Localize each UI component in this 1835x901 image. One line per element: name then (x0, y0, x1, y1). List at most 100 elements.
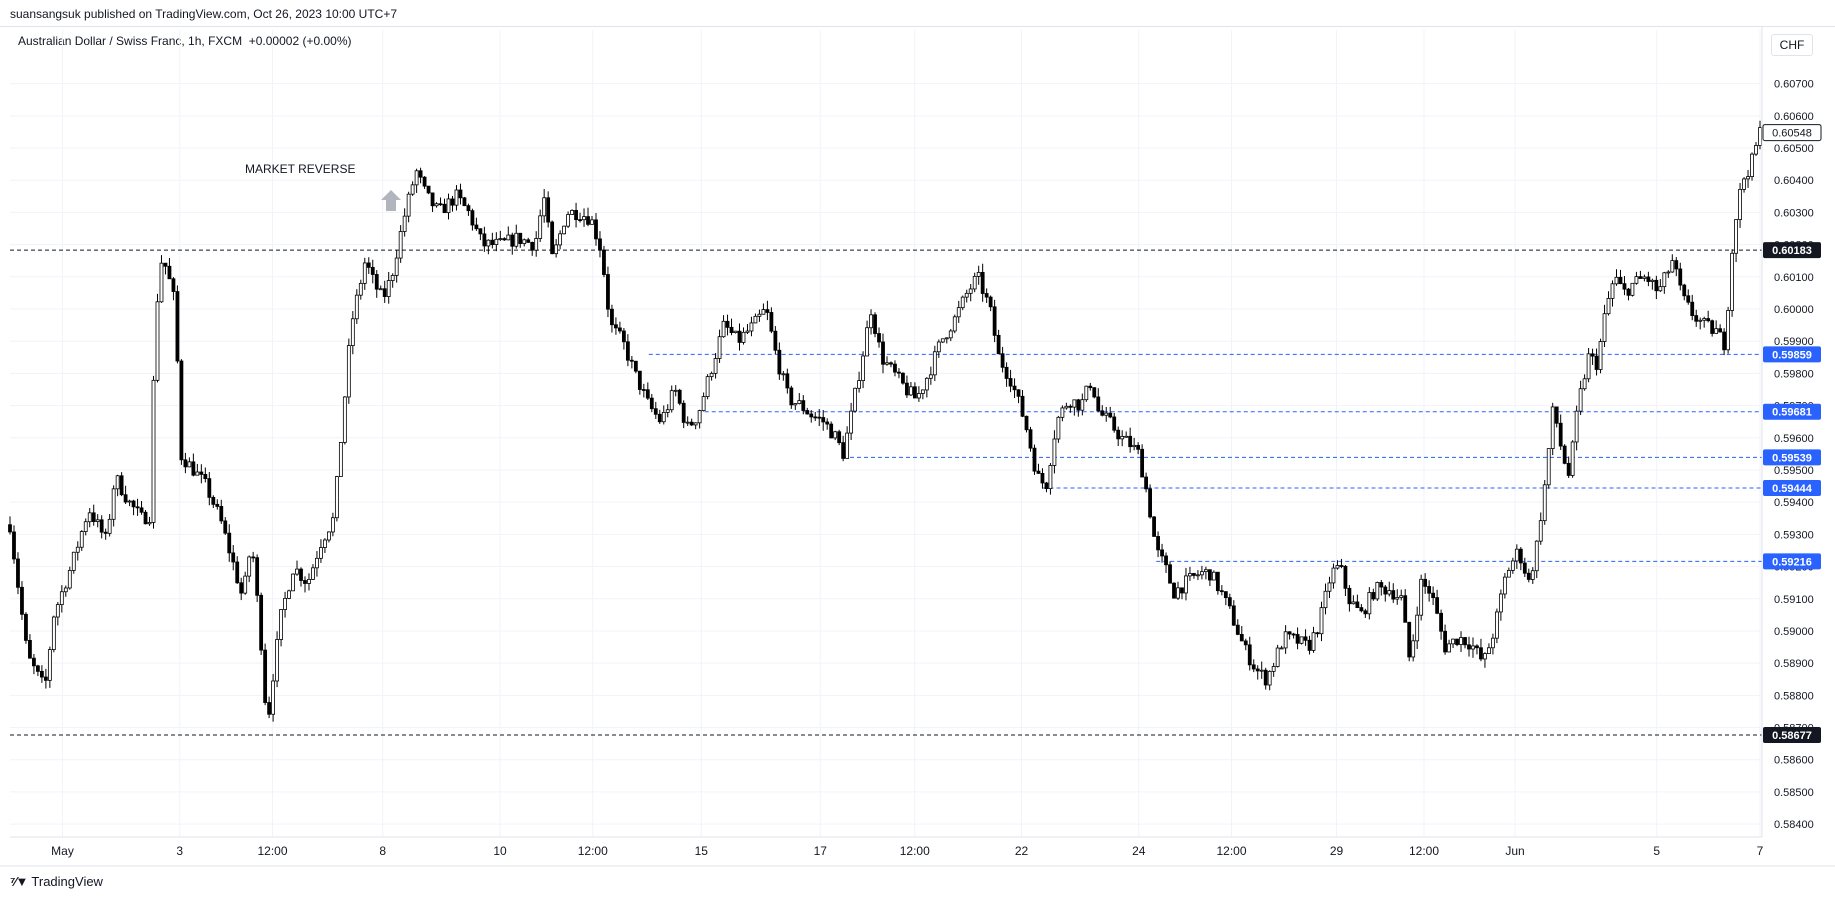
candle-body (1510, 560, 1515, 571)
candle-body (1690, 301, 1695, 316)
candle-body (1594, 355, 1599, 370)
candle-body (1443, 630, 1447, 653)
candle-body (789, 387, 794, 406)
x-tick-label: 12:00 (257, 844, 287, 858)
level-price-label: 0.59859 (1772, 349, 1812, 361)
candle-body (1566, 462, 1571, 476)
candle-body (980, 271, 985, 294)
candle-body (574, 209, 578, 221)
candle-body (641, 389, 646, 391)
candle-body (869, 314, 873, 329)
y-tick-label: 0.58800 (1774, 690, 1814, 702)
candle-body (486, 239, 491, 247)
candle-body (259, 594, 264, 651)
candle-body (1180, 587, 1184, 594)
candle-body (307, 578, 311, 584)
candle-body (1064, 405, 1069, 409)
level-price-label: 0.59539 (1772, 452, 1812, 464)
candle-body (554, 244, 559, 255)
candle-body (1196, 574, 1200, 577)
candle-body (1502, 576, 1507, 595)
symbol-title: Australian Dollar / Swiss Franc, 1h, FXC… (18, 34, 243, 48)
candle-body (964, 292, 969, 298)
candle-body (36, 665, 40, 672)
symbol-legend[interactable]: Australian Dollar / Swiss Franc, 1h, FXC… (18, 34, 351, 48)
x-tick-label: May (51, 844, 74, 858)
candle-body (1427, 586, 1432, 594)
candle-body (857, 380, 861, 389)
candle-body (1176, 587, 1180, 599)
candle-body (1710, 320, 1715, 334)
candle-body (1164, 555, 1168, 566)
candle-body (267, 702, 272, 715)
candle-body (1582, 378, 1587, 390)
candle-body (1152, 516, 1156, 537)
candle-body (1036, 470, 1041, 474)
y-tick-label: 0.60600 (1774, 111, 1814, 123)
brand-footer[interactable]: ⁷⁄▼ TradingView (10, 874, 103, 889)
candle-body (83, 521, 88, 532)
candle-body (1754, 145, 1758, 155)
candle-body (761, 309, 766, 315)
x-tick-label: 22 (1015, 844, 1029, 858)
candle-body (1056, 416, 1061, 440)
candle-body (75, 546, 80, 553)
candle-body (1498, 593, 1503, 613)
time-axis[interactable]: May 3 12:00 8 10 12:00 15 17 12:00 22 24 12:00 29 12:… (0, 836, 1835, 867)
candle-body (657, 413, 662, 423)
y-tick-label: 0.59000 (1774, 626, 1814, 638)
candle-body (1323, 590, 1328, 609)
candle-body (1327, 582, 1332, 592)
candle-body (865, 327, 869, 357)
candle-body (155, 301, 160, 381)
candle-body (275, 639, 279, 682)
x-tick-label: 15 (695, 844, 709, 858)
candle-body (1730, 252, 1734, 311)
candle-body (175, 291, 180, 362)
candle-body (1722, 331, 1727, 351)
candlestick-series (8, 120, 1762, 722)
candle-body (1283, 631, 1288, 649)
x-tick-label: 3 (176, 844, 183, 858)
candle-body (1132, 444, 1137, 448)
last-price-label: 0.60548 (1772, 128, 1812, 140)
candle-body (422, 176, 427, 187)
candle-body (1554, 406, 1559, 424)
price-axis[interactable]: 0.607000.606000.605000.604000.603000.602… (1761, 27, 1822, 837)
candle-body (390, 275, 395, 281)
candle-body (645, 389, 650, 399)
candle-body (338, 442, 343, 477)
candle-body (677, 389, 682, 404)
candle-body (418, 170, 423, 178)
candle-body (171, 278, 176, 292)
candle-body (1116, 429, 1121, 440)
candle-body (813, 416, 818, 419)
candle-body (1634, 276, 1639, 284)
candle-body (1550, 406, 1555, 449)
candle-body (1570, 441, 1575, 476)
candle-body (1534, 540, 1539, 572)
candle-body (968, 288, 973, 294)
candle-body (79, 531, 84, 548)
candle-body (673, 389, 678, 392)
candle-body (1088, 385, 1093, 389)
candle-body (1311, 632, 1316, 651)
candle-body (1060, 407, 1065, 418)
candle-body (1211, 571, 1216, 581)
candle-body (199, 471, 204, 475)
candle-body (550, 221, 555, 255)
candle-body (1610, 283, 1615, 299)
candle-body (378, 288, 383, 291)
candle-body (1339, 565, 1344, 567)
candle-body (311, 567, 315, 580)
candle-body (1000, 353, 1005, 368)
candle-body (1435, 597, 1440, 614)
candle-body (1299, 636, 1304, 644)
currency-label[interactable]: CHF (1771, 34, 1813, 56)
candle-body (95, 519, 100, 523)
candle-body (793, 403, 798, 406)
candle-body (1168, 564, 1172, 584)
candle-body (1506, 569, 1511, 578)
candle-body (590, 219, 594, 225)
